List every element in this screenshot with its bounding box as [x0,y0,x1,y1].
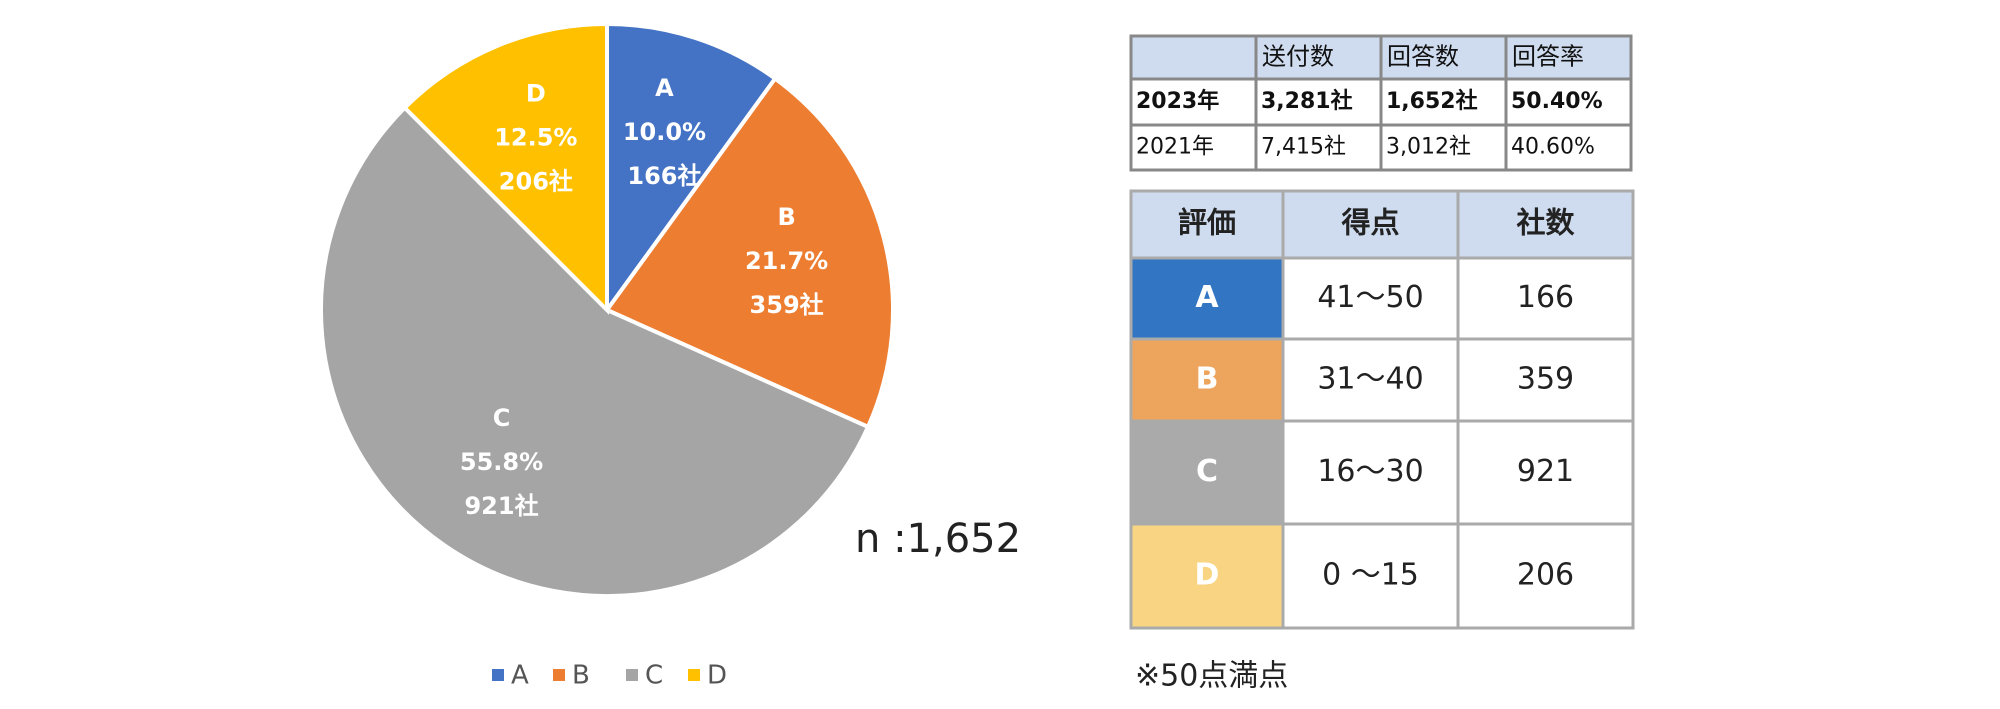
legend-swatch [492,669,504,681]
table-header: 回答数 [1387,43,1459,71]
table-cell-text: C [1196,454,1218,489]
table-header: 評価 [1178,206,1236,240]
slice-percent: 55.8% [460,448,543,476]
grade-color [1131,421,1283,524]
slice-label: B [777,203,795,231]
slice-count: 206社 [499,167,573,195]
table-header-bg [1131,191,1633,258]
table-cell-text: 41～50 [1317,280,1423,315]
grade-color [1131,339,1283,421]
response-table: 送付数 回答数 回答率 2023年 3,281社 1,652社 50.40% 2021年 7,4… [1129,34,1633,172]
table-cell-text: 50.40% [1511,89,1603,114]
table-header: 社数 [1516,206,1575,240]
table-header: 得点 [1340,206,1399,240]
grade-table: 評価 得点 社数 A 41～50 166 B 31～40 359 C 16～30 921 D 0 ～15 2… [1129,189,1635,630]
table-cell-text: 3,281社 [1261,88,1353,114]
table-cell-text: 3,012社 [1386,135,1471,160]
table-cell-text: 2023年 [1136,88,1219,114]
table-cell-text: 0 ～15 [1322,558,1419,593]
legend-label: A [511,661,529,691]
table-cell-text: 1,652社 [1386,88,1478,114]
pie-slice [603,75,895,430]
footnote: ※50点満点 [1135,659,1288,694]
pie: A 10.0% 166社 B 21.7% 359社 C 55.8% 921社 D 12.5% 206社 [319,21,895,598]
legend-label: D [707,661,727,691]
table-cell-text: 31～40 [1317,362,1423,397]
table-cell [1456,522,1635,630]
table-cell-text: 206 [1517,558,1574,593]
legend-swatch [688,669,700,681]
legend: A B C D [492,661,727,691]
table-cell-text: B [1196,362,1219,397]
pie-slice [401,21,609,315]
table-cell-text: 40.60% [1511,135,1595,160]
grade-color [1131,524,1283,628]
table-cell-text: 16～30 [1317,454,1423,489]
pie-slice [605,21,778,317]
sample-size: n :1,652 [855,516,1021,562]
slice-label: D [526,79,546,107]
table-cell-text: D [1195,558,1220,593]
legend-label: C [645,661,663,691]
slice-count: 359社 [750,291,824,319]
table-header: 送付数 [1262,43,1334,71]
slice-label: C [493,404,511,432]
legend-swatch [626,669,638,681]
table-header: 回答率 [1512,43,1584,71]
table-cell-text: 7,415社 [1261,135,1346,160]
pie-slice [319,104,871,598]
slice-count: 921社 [464,492,538,520]
slice-percent: 10.0% [623,118,706,146]
table-cell [1504,123,1633,172]
table-cell-text: A [1195,280,1219,315]
slice-label: A [655,74,674,102]
table-cell-text: 921 [1517,454,1574,489]
table-cell-text: 359 [1517,362,1574,397]
slice-percent: 21.7% [745,247,828,275]
legend-swatch [553,669,565,681]
slice-percent: 12.5% [494,123,577,151]
slice-count: 166社 [627,162,701,190]
table-cell-text: 166 [1517,280,1574,315]
table-cell-text: 2021年 [1136,135,1214,160]
grade-color [1131,258,1283,339]
legend-label: B [572,661,590,691]
